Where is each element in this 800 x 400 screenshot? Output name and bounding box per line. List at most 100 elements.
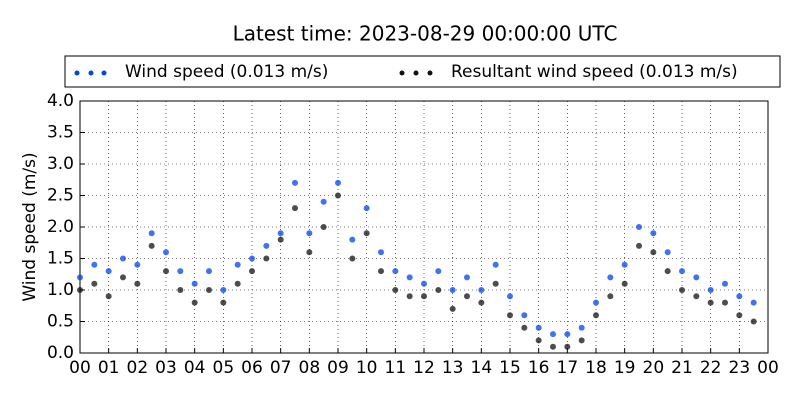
data-point (650, 230, 657, 237)
x-tick-label: 12 (413, 358, 435, 378)
x-tick-label: 19 (614, 358, 636, 378)
x-tick-label: 23 (729, 358, 751, 378)
x-tick-label: 15 (499, 358, 521, 378)
data-point (679, 287, 685, 293)
y-tick-label: 2.5 (47, 186, 74, 206)
x-tick-label: 09 (327, 358, 349, 378)
chart-title: Latest time: 2023-08-29 00:00:00 UTC (233, 22, 618, 46)
data-point (578, 337, 585, 344)
data-point (750, 318, 757, 325)
data-point (292, 205, 298, 212)
data-point (492, 280, 499, 287)
data-point (148, 242, 155, 249)
data-point (105, 268, 112, 275)
y-tick-label: 3.5 (47, 123, 74, 143)
data-point (750, 299, 757, 306)
data-point (206, 287, 212, 293)
data-point (593, 312, 599, 319)
data-point (363, 230, 370, 237)
data-point (392, 287, 399, 293)
legend-label: Wind speed (0.013 m/s) (125, 62, 328, 82)
data-point (707, 299, 714, 306)
data-point (349, 255, 356, 262)
data-point (349, 236, 356, 243)
data-point (191, 280, 198, 287)
data-point (435, 268, 442, 275)
data-point (292, 179, 298, 186)
y-tick-label: 1.0 (47, 280, 74, 300)
data-point (521, 324, 528, 331)
data-point (707, 287, 714, 293)
data-point (91, 261, 98, 268)
x-tick-label: 16 (528, 358, 550, 378)
data-point (449, 305, 456, 312)
data-point (607, 293, 614, 300)
y-tick-label: 2.0 (47, 217, 74, 237)
legend-label: Resultant wind speed (0.013 m/s) (451, 62, 738, 82)
data-point (320, 198, 327, 205)
data-point (77, 287, 83, 293)
data-point (77, 274, 83, 281)
data-point (464, 274, 470, 281)
x-tick-label: 18 (585, 358, 607, 378)
data-point (306, 230, 313, 237)
data-point (134, 280, 141, 287)
data-point (249, 255, 255, 262)
x-tick-label: 07 (270, 358, 292, 378)
x-tick-label: 03 (155, 358, 177, 378)
data-point (679, 268, 685, 275)
legend (64, 55, 781, 88)
data-point (134, 261, 141, 268)
data-point (636, 242, 642, 249)
y-tick-label: 4.0 (47, 91, 74, 111)
data-point (535, 337, 542, 344)
data-point (464, 293, 470, 300)
y-tick-label: 3.0 (47, 154, 74, 174)
data-point (621, 280, 628, 287)
data-point (406, 274, 413, 281)
data-point (263, 242, 270, 249)
data-point (249, 268, 255, 275)
data-point (693, 274, 700, 281)
legend-dots (74, 70, 433, 76)
data-point (220, 287, 227, 293)
data-point (578, 324, 585, 331)
data-point (163, 249, 169, 256)
data-point (91, 280, 98, 287)
x-tick-label: 14 (471, 358, 493, 378)
data-point (636, 224, 642, 230)
data-point (234, 261, 241, 268)
data-point (277, 230, 284, 237)
data-point (421, 293, 427, 300)
x-tick-label: 20 (643, 358, 665, 378)
data-point (105, 293, 112, 300)
y-tick-label: 0.0 (47, 343, 74, 363)
data-point (392, 268, 399, 275)
x-tick-label: 22 (700, 358, 722, 378)
y-tick-label: 1.5 (47, 249, 74, 269)
data-point (120, 255, 126, 262)
x-tick-label: 00 (69, 358, 91, 378)
data-point (621, 261, 628, 268)
data-point (378, 268, 384, 275)
data-point (664, 268, 671, 275)
y-axis-label: Wind speed (m/s) (20, 152, 40, 301)
data-point (736, 312, 743, 319)
data-point (492, 261, 499, 268)
data-point (421, 280, 427, 287)
y-tick-label: 0.5 (47, 312, 74, 332)
data-point (163, 268, 169, 275)
data-point (607, 274, 614, 281)
data-point (306, 249, 313, 256)
data-point (736, 293, 743, 300)
data-point (277, 236, 284, 243)
data-point (435, 287, 442, 293)
x-tick-label: 21 (671, 358, 693, 378)
data-point (378, 249, 384, 256)
data-point (593, 299, 599, 306)
data-point (335, 179, 341, 186)
data-point (550, 331, 556, 338)
x-tick-label: 05 (213, 358, 235, 378)
data-point (664, 249, 671, 256)
